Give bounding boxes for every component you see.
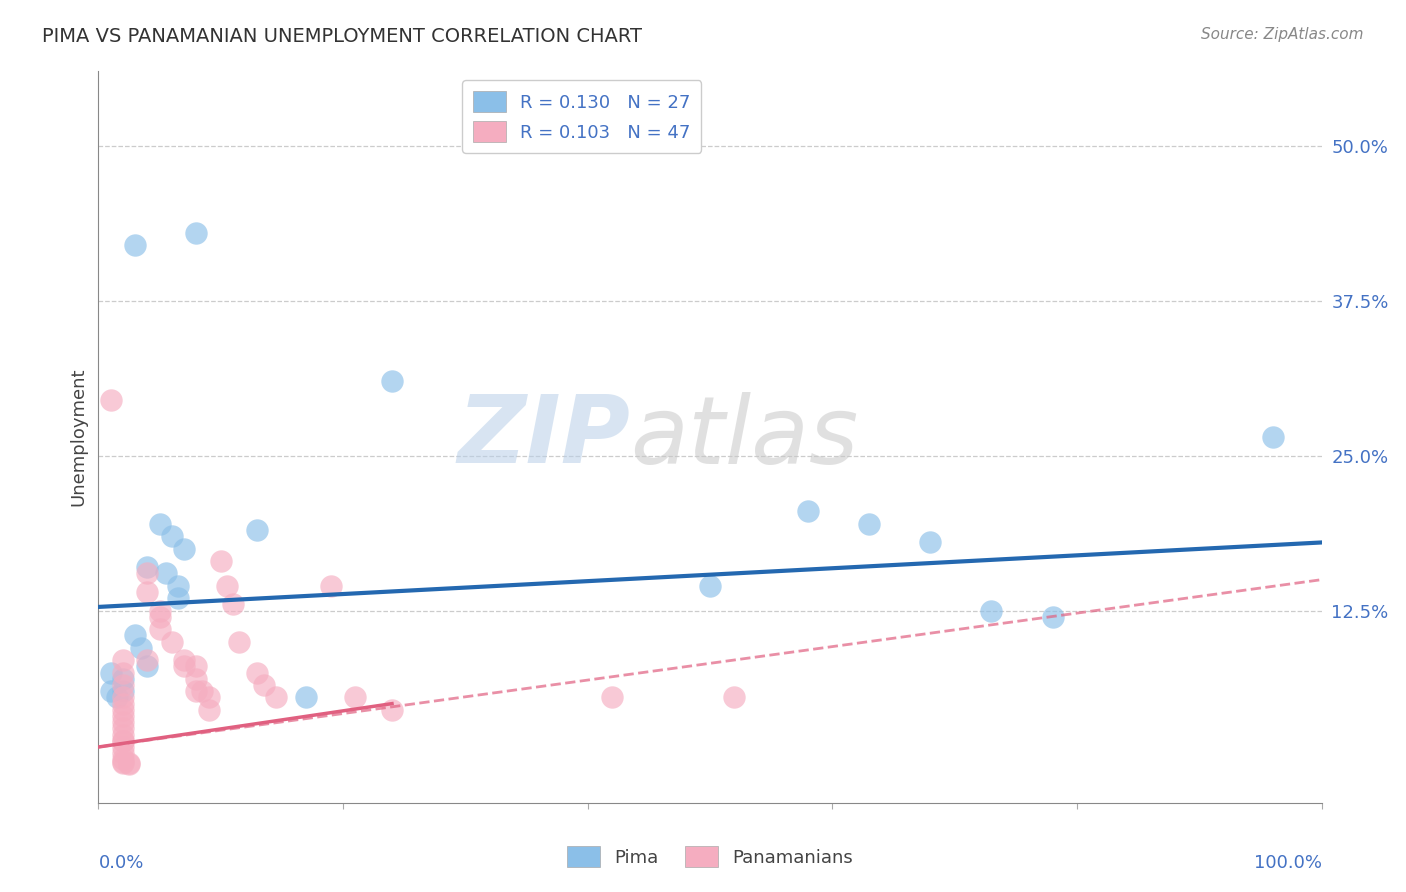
Point [381, 374, 404, 388]
Point [1261, 430, 1284, 444]
Point [111, 755, 134, 769]
Point [980, 604, 1002, 618]
Text: PIMA VS PANAMANIAN UNEMPLOYMENT CORRELATION CHART: PIMA VS PANAMANIAN UNEMPLOYMENT CORRELAT… [42, 27, 643, 45]
Point [111, 746, 134, 760]
Point [381, 703, 404, 717]
Point [246, 665, 269, 680]
Point [111, 703, 134, 717]
Point [111, 684, 134, 698]
Point [136, 653, 159, 667]
Point [167, 579, 190, 593]
Point [149, 622, 172, 636]
Point [160, 529, 183, 543]
Y-axis label: Unemployment: Unemployment [69, 368, 87, 507]
Point [173, 541, 195, 556]
Point [920, 535, 942, 549]
Point [723, 690, 745, 705]
Point [100, 392, 122, 407]
Point [149, 610, 172, 624]
Point [186, 684, 208, 698]
Point [167, 591, 190, 606]
Point [111, 734, 134, 748]
Point [124, 238, 146, 252]
Point [118, 756, 141, 771]
Point [160, 634, 183, 648]
Point [699, 579, 721, 593]
Point [186, 672, 208, 686]
Point [186, 659, 208, 673]
Point [295, 690, 318, 705]
Point [173, 653, 195, 667]
Point [111, 739, 134, 754]
Point [197, 690, 219, 705]
Point [100, 665, 122, 680]
Point [600, 690, 623, 705]
Point [222, 598, 245, 612]
Point [149, 604, 172, 618]
Point [111, 690, 134, 705]
Point [136, 585, 159, 599]
Point [191, 684, 214, 698]
Point [209, 554, 232, 568]
Point [111, 722, 134, 736]
Point [797, 504, 820, 518]
Text: 100.0%: 100.0% [1254, 854, 1322, 872]
Text: atlas: atlas [630, 392, 859, 483]
Point [118, 757, 141, 772]
Point [129, 640, 152, 655]
Point [246, 523, 269, 537]
Point [136, 566, 159, 581]
Point [186, 226, 208, 240]
Point [111, 752, 134, 766]
Point [264, 690, 287, 705]
Point [105, 690, 128, 705]
Point [111, 709, 134, 723]
Point [197, 703, 219, 717]
Point [149, 516, 172, 531]
Point [111, 756, 134, 771]
Point [858, 516, 880, 531]
Point [111, 728, 134, 742]
Legend: Pima, Panamanians: Pima, Panamanians [560, 839, 860, 874]
Text: Source: ZipAtlas.com: Source: ZipAtlas.com [1201, 27, 1364, 42]
Point [173, 659, 195, 673]
Point [124, 628, 146, 642]
Point [111, 678, 134, 692]
Point [252, 678, 274, 692]
Point [215, 579, 238, 593]
Point [344, 690, 367, 705]
Point [136, 560, 159, 574]
Point [319, 579, 342, 593]
Point [111, 672, 134, 686]
Point [111, 697, 134, 711]
Point [155, 566, 177, 581]
Point [111, 653, 134, 667]
Point [1042, 610, 1064, 624]
Point [228, 634, 250, 648]
Text: ZIP: ZIP [457, 391, 630, 483]
Point [111, 715, 134, 730]
Point [100, 684, 122, 698]
Point [136, 659, 159, 673]
Text: 0.0%: 0.0% [98, 854, 143, 872]
Point [111, 734, 134, 748]
Point [111, 665, 134, 680]
